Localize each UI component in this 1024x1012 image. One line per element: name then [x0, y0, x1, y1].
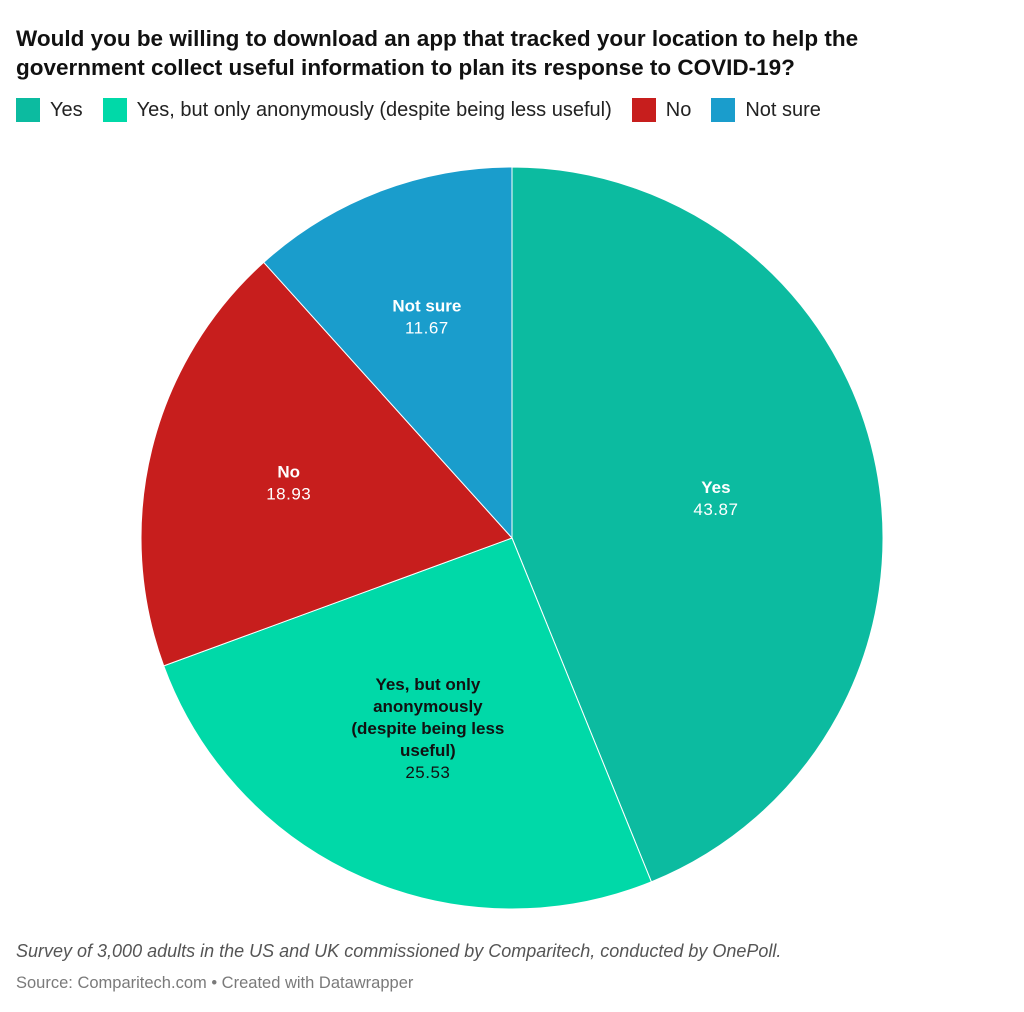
- pie-label-yes: Yes 43.87: [693, 478, 738, 519]
- legend-item-not-sure: Not sure: [711, 98, 821, 122]
- legend-swatch-yes-anonymously: [102, 98, 127, 122]
- legend-label-yes-anonymously: Yes, but only anonymously (despite being…: [136, 98, 612, 121]
- legend-label-no: No: [665, 98, 692, 121]
- pie-label-name-line: anonymously: [373, 697, 483, 716]
- chart-footnote: Survey of 3,000 adults in the US and UK …: [16, 941, 782, 961]
- pie-slice-yes-but-only-anonymously-despite-being-less-useful: [163, 537, 653, 910]
- pie-label-name-line: No: [277, 463, 300, 482]
- pie-label-value: 43.87: [693, 500, 738, 519]
- pie-label-name-line: Not sure: [392, 296, 461, 315]
- chart-title-line-2: government collect useful information to…: [16, 55, 795, 80]
- legend-item-yes: Yes: [16, 98, 83, 122]
- pie-label-name-line: useful): [400, 741, 456, 760]
- pie-slice-yes: [511, 166, 884, 883]
- pie-slice-not-sure: [262, 166, 513, 540]
- chart-title-line-1: Would you be willing to download an app …: [16, 26, 859, 51]
- legend-swatch-no: [631, 98, 656, 122]
- pie-label-name-line: (despite being less: [351, 719, 504, 738]
- pie-label-value: 25.53: [405, 763, 450, 782]
- pie-label-yes-but-only-anonymously-despite-being-less-useful: Yes, but only anonymously (despite being l…: [351, 675, 504, 782]
- chart-source: Source: Comparitech.com • Created with D…: [16, 974, 414, 992]
- pie-label-not-sure: Not sure 11.67: [392, 296, 461, 337]
- pie-label-value: 11.67: [405, 318, 449, 337]
- legend: Yes Yes, but only anonymously (despite b…: [16, 96, 841, 124]
- legend-label-not-sure: Not sure: [745, 98, 821, 121]
- pie-label-no: No 18.93: [266, 463, 311, 504]
- pie-label-value: 18.93: [266, 485, 311, 504]
- pie-chart: Yes 43.87 Yes, but only anonymously (despite…: [140, 166, 884, 910]
- legend-item-no: No: [631, 98, 692, 122]
- pie-labels: Yes 43.87 Yes, but only anonymously (despite…: [266, 296, 738, 782]
- pie-slice-no: [140, 261, 513, 667]
- legend-swatch-yes: [16, 98, 40, 122]
- legend-swatch-not-sure: [711, 98, 736, 122]
- pie-slices: [140, 166, 884, 910]
- pie-label-name-line: Yes, but only: [375, 675, 480, 694]
- pie-label-name-line: Yes: [701, 478, 730, 497]
- chart-title: Would you be willing to download an app …: [16, 24, 1006, 82]
- legend-item-yes-anonymously: Yes, but only anonymously (despite being…: [102, 98, 612, 122]
- legend-label-yes: Yes: [50, 98, 83, 121]
